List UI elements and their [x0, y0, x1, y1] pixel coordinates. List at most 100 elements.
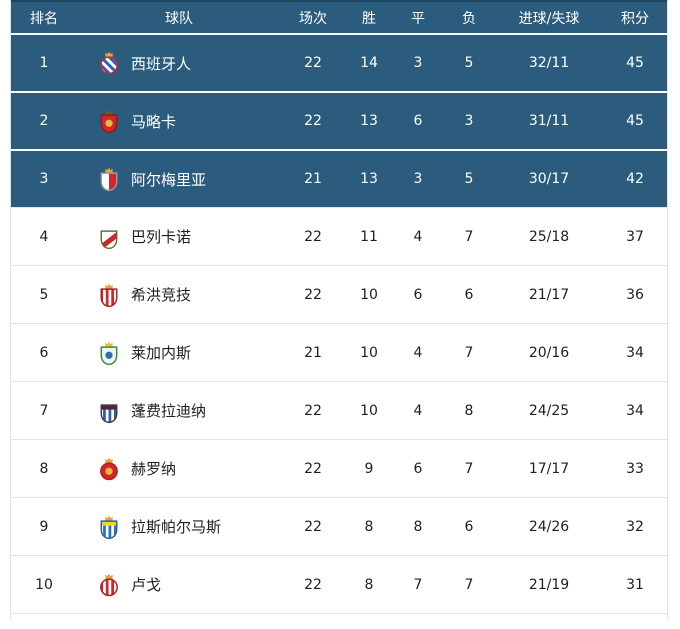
- rank-cell: 9: [39, 518, 49, 535]
- played-cell: 22: [304, 576, 322, 593]
- team-cell: 希洪竞技: [77, 282, 281, 308]
- table-row[interactable]: 9 拉斯帕尔马斯 22 8 8 6 24/26 32: [11, 497, 667, 555]
- table-row[interactable]: 4 巴列卡诺 22 11 4 7 25/18 37: [11, 207, 667, 265]
- points-cell: 31: [626, 576, 644, 593]
- rank-cell: 10: [35, 576, 53, 593]
- table-header-row: 排名 球队 场次 胜 平 负 进球/失球 积分: [11, 0, 667, 33]
- played-cell: 22: [304, 113, 322, 129]
- lost-cell: 6: [464, 286, 474, 303]
- table-row[interactable]: 6 莱加内斯 21 10 4 7 20/16 34: [11, 323, 667, 381]
- won-cell: 14: [360, 55, 378, 71]
- team-name-link[interactable]: 希洪竞技: [131, 286, 192, 304]
- won-cell: 10: [360, 344, 378, 361]
- lost-cell: 7: [464, 228, 474, 245]
- team-cell: 赫罗纳: [77, 456, 281, 482]
- won-cell: 10: [360, 286, 378, 303]
- team-name-link[interactable]: 赫罗纳: [131, 460, 177, 478]
- goals-cell: 21/19: [528, 576, 570, 593]
- table-row[interactable]: 10 卢戈 22 8 7 7 21/19 31: [11, 555, 667, 613]
- points-cell: 37: [626, 228, 644, 245]
- drawn-cell: 4: [413, 344, 423, 361]
- team-crest-icon: [99, 340, 119, 366]
- lost-cell: 5: [464, 55, 474, 71]
- team-name-link[interactable]: 拉斯帕尔马斯: [131, 518, 222, 536]
- team-crest-icon: [99, 166, 119, 192]
- drawn-cell: 6: [413, 286, 423, 303]
- team-crest-icon: [99, 456, 119, 482]
- goals-cell: 21/17: [528, 286, 570, 303]
- points-cell: 36: [626, 286, 644, 303]
- team-cell: 西班牙人: [77, 50, 281, 76]
- team-crest-icon: [99, 572, 119, 598]
- played-cell: 21: [304, 344, 322, 361]
- team-cell: 马略卡: [77, 108, 281, 134]
- team-name-link[interactable]: 阿尔梅里亚: [131, 170, 207, 189]
- team-cell: 蓬费拉迪纳: [77, 398, 281, 424]
- rank-cell: 1: [39, 55, 49, 71]
- rank-cell: 6: [39, 344, 49, 361]
- team-name-link[interactable]: 西班牙人: [131, 54, 192, 73]
- won-cell: 9: [364, 460, 374, 477]
- played-cell: 22: [304, 286, 322, 303]
- points-cell: 34: [626, 344, 644, 361]
- drawn-cell: 8: [413, 518, 423, 535]
- team-cell: 拉斯帕尔马斯: [77, 514, 281, 540]
- played-cell: 22: [304, 460, 322, 477]
- team-name-link[interactable]: 马略卡: [131, 112, 177, 131]
- team-name-link[interactable]: 巴列卡诺: [131, 228, 192, 246]
- lost-cell: 3: [464, 113, 474, 129]
- won-cell: 10: [360, 402, 378, 419]
- won-cell: 13: [360, 171, 378, 187]
- drawn-cell: 4: [413, 228, 423, 245]
- goals-cell: 24/25: [528, 402, 570, 419]
- won-cell: 8: [364, 576, 374, 593]
- drawn-cell: 6: [413, 113, 423, 129]
- points-cell: 32: [626, 518, 644, 535]
- header-goals: 进球/失球: [518, 10, 580, 27]
- team-name-link[interactable]: 卢戈: [131, 576, 162, 594]
- table-row[interactable]: 8 赫罗纳 22 9 6 7 17/17 33: [11, 439, 667, 497]
- played-cell: 21: [304, 171, 322, 187]
- lost-cell: 8: [464, 402, 474, 419]
- table-body: 1 西班牙人 22 14 3 5 32/11 45 2 马略卡 22 13 6 …: [11, 33, 667, 613]
- goals-cell: 30/17: [528, 171, 570, 187]
- header-played: 场次: [299, 10, 327, 27]
- points-cell: 33: [626, 460, 644, 477]
- team-crest-icon: [99, 514, 119, 540]
- played-cell: 22: [304, 402, 322, 419]
- header-drawn: 平: [411, 10, 425, 27]
- next-row-partial: [11, 613, 667, 619]
- team-cell: 巴列卡诺: [77, 224, 281, 250]
- points-cell: 34: [626, 402, 644, 419]
- team-crest-icon: [99, 224, 119, 250]
- table-row[interactable]: 7 蓬费拉迪纳 22 10 4 8 24/25 34: [11, 381, 667, 439]
- rank-cell: 7: [39, 402, 49, 419]
- header-team: 球队: [165, 10, 193, 27]
- rank-cell: 8: [39, 460, 49, 477]
- lost-cell: 7: [464, 344, 474, 361]
- team-name-link[interactable]: 蓬费拉迪纳: [131, 402, 207, 420]
- played-cell: 22: [304, 55, 322, 71]
- table-row[interactable]: 3 阿尔梅里亚 21 13 3 5 30/17 42: [11, 149, 667, 207]
- drawn-cell: 3: [413, 171, 423, 187]
- points-cell: 45: [626, 55, 644, 71]
- played-cell: 22: [304, 228, 322, 245]
- drawn-cell: 6: [413, 460, 423, 477]
- rank-cell: 2: [39, 113, 49, 129]
- table-row[interactable]: 2 马略卡 22 13 6 3 31/11 45: [11, 91, 667, 149]
- goals-cell: 17/17: [528, 460, 570, 477]
- team-crest-icon: [99, 108, 119, 134]
- table-row[interactable]: 1 西班牙人 22 14 3 5 32/11 45: [11, 33, 667, 91]
- goals-cell: 32/11: [528, 55, 570, 71]
- team-name-link[interactable]: 莱加内斯: [131, 344, 192, 362]
- lost-cell: 6: [464, 518, 474, 535]
- league-standings-table: 排名 球队 场次 胜 平 负 进球/失球 积分 1 西班牙人 22 14 3 5…: [10, 0, 668, 619]
- won-cell: 8: [364, 518, 374, 535]
- drawn-cell: 4: [413, 402, 423, 419]
- goals-cell: 24/26: [528, 518, 570, 535]
- table-row[interactable]: 5 希洪竞技 22 10 6 6 21/17 36: [11, 265, 667, 323]
- team-crest-icon: [99, 282, 119, 308]
- rank-cell: 3: [39, 171, 49, 187]
- goals-cell: 25/18: [528, 228, 570, 245]
- rank-cell: 5: [39, 286, 49, 303]
